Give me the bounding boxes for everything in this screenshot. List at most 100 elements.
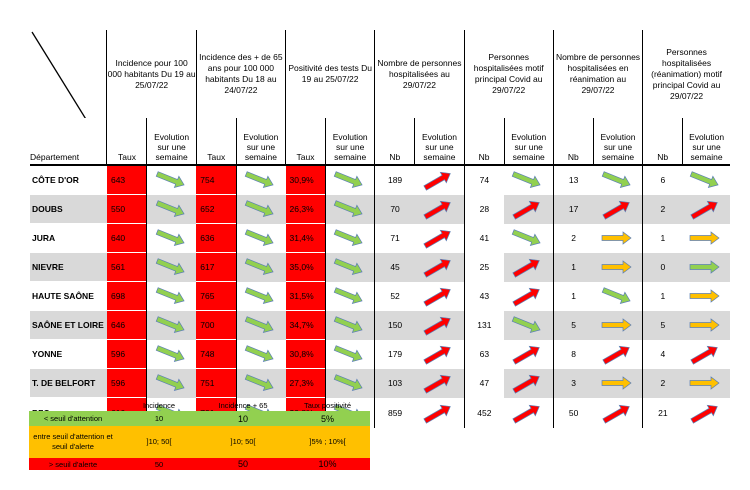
- subheader-evolution: Evolution sur une semaine: [503, 118, 554, 165]
- legend-corner: [29, 399, 117, 411]
- value-cell: 643: [106, 164, 147, 195]
- trend-arrow-icon: [504, 252, 554, 282]
- value-cell: 6: [642, 164, 683, 195]
- subheader-evolution: Evolution sur une semaine: [235, 118, 286, 165]
- value-cell: 28: [463, 194, 505, 224]
- trend-arrow-icon: [504, 282, 553, 311]
- legend-value: 10: [117, 411, 201, 426]
- trend-arrow-icon: [593, 368, 643, 398]
- value-cell: 25: [463, 252, 505, 282]
- trend-arrow-icon: [682, 194, 730, 224]
- value-cell: 765: [196, 281, 237, 311]
- trend-arrow-icon: [593, 194, 643, 224]
- trend-arrow-icon: [504, 340, 553, 369]
- trend-arrow-icon: [325, 310, 375, 340]
- trend-arrow-icon: [682, 164, 730, 195]
- value-cell: 2: [642, 194, 683, 224]
- table-row: T. DE BELFORT 596 751 27,3% 103 47 3 2: [30, 368, 730, 398]
- trend-arrow-icon: [593, 224, 642, 253]
- value-cell: 4: [642, 339, 683, 369]
- value-cell: 31,5%: [285, 281, 326, 311]
- trend-arrow-icon: [235, 164, 286, 195]
- header-diagonal-cell: [30, 30, 107, 118]
- trend-arrow-icon: [325, 194, 375, 224]
- trend-arrow-icon: [414, 368, 465, 398]
- value-cell: 2: [642, 368, 683, 398]
- value-cell: 2: [552, 223, 594, 253]
- value-cell: 1: [552, 281, 594, 311]
- value-cell: 1: [642, 223, 683, 253]
- trend-arrow-icon: [146, 281, 197, 311]
- value-cell: 859: [374, 397, 415, 428]
- legend-label-between: entre seuil d'attention et seuil d'alert…: [29, 426, 117, 458]
- value-cell: 47: [463, 368, 505, 398]
- value-cell: 5: [642, 310, 683, 340]
- department-name: DOUBS: [30, 194, 107, 224]
- trend-arrow-icon: [683, 340, 730, 369]
- trend-arrow-icon: [504, 310, 554, 340]
- legend-value: 5%: [285, 411, 370, 426]
- legend-value: 10: [201, 411, 285, 426]
- trend-arrow-icon: [683, 224, 730, 253]
- trend-arrow-icon: [235, 281, 286, 311]
- subheader-evolution: Evolution sur une semaine: [325, 118, 375, 165]
- table-row: HAUTE SAÔNE 698 765 31,5% 52 43 1 1: [30, 281, 730, 311]
- diagonal-line: [31, 31, 86, 118]
- trend-arrow-icon: [593, 340, 642, 369]
- header-hospitalised-covid: Personnes hospitalisées motif principal …: [463, 30, 554, 118]
- value-cell: 550: [106, 194, 147, 224]
- subheader-evolution: Evolution sur une semaine: [414, 118, 465, 165]
- subheader-value: Nb: [463, 118, 505, 165]
- trend-arrow-icon: [682, 368, 730, 398]
- department-name: T. DE BELFORT: [30, 368, 107, 398]
- value-cell: 31,4%: [285, 223, 326, 253]
- value-cell: 0: [642, 252, 683, 282]
- trend-arrow-icon: [146, 252, 197, 282]
- value-cell: 596: [106, 339, 147, 369]
- table-row: NIEVRE 561 617 35,0% 45 25 1 0: [30, 252, 730, 282]
- subheader-value: Taux: [106, 118, 147, 165]
- department-name: NIEVRE: [30, 252, 107, 282]
- trend-arrow-icon: [325, 223, 375, 253]
- header-icu-covid: Personnes hospitalisées (réanimation) mo…: [642, 30, 730, 118]
- subheader-evolution: Evolution sur une semaine: [682, 118, 730, 165]
- value-cell: 748: [196, 339, 237, 369]
- trend-arrow-icon: [593, 282, 642, 311]
- value-cell: 640: [106, 223, 147, 253]
- legend-label-above: > seuil d'alerte: [29, 458, 117, 470]
- subheader-value: Taux: [195, 118, 237, 165]
- trend-arrow-icon: [235, 368, 286, 398]
- trend-arrow-icon: [146, 164, 197, 195]
- header-icu: Nombre de personnes hospitalisées en réa…: [552, 30, 643, 118]
- trend-arrow-icon: [504, 164, 554, 195]
- trend-arrow-icon: [235, 223, 286, 253]
- value-cell: 17: [552, 194, 594, 224]
- header-positivity: Positivité des tests Du 19 au 25/07/22: [285, 30, 375, 118]
- header-hospitalised: Nombre de personnes hospitalisées au 29/…: [374, 30, 465, 118]
- trend-arrow-icon: [415, 282, 464, 311]
- table-row: SAÔNE ET LOIRE 646 700 34,7% 150 131 5 5: [30, 310, 730, 340]
- value-cell: 751: [196, 368, 237, 398]
- trend-arrow-icon: [325, 339, 375, 369]
- value-cell: 179: [374, 339, 415, 369]
- subheader-value: Nb: [642, 118, 683, 165]
- trend-arrow-icon: [414, 252, 465, 282]
- value-cell: 30,9%: [285, 164, 326, 195]
- trend-arrow-icon: [415, 398, 464, 429]
- department-name: CÔTE D'OR: [30, 164, 107, 195]
- value-cell: 30,8%: [285, 339, 326, 369]
- trend-arrow-icon: [325, 164, 375, 195]
- subheader-evolution: Evolution sur une semaine: [146, 118, 197, 165]
- trend-arrow-icon: [325, 281, 375, 311]
- value-cell: 3: [552, 368, 594, 398]
- value-cell: 1: [642, 281, 683, 311]
- value-cell: 646: [106, 310, 147, 340]
- trend-arrow-icon: [593, 164, 643, 195]
- trend-arrow-icon: [504, 368, 554, 398]
- department-name: JURA: [30, 223, 107, 253]
- header-incidence: Incidence pour 100 000 habitants Du 19 a…: [106, 30, 197, 118]
- value-cell: 150: [374, 310, 415, 340]
- trend-arrow-icon: [415, 340, 464, 369]
- value-cell: 700: [196, 310, 237, 340]
- subheader-value: Nb: [374, 118, 415, 165]
